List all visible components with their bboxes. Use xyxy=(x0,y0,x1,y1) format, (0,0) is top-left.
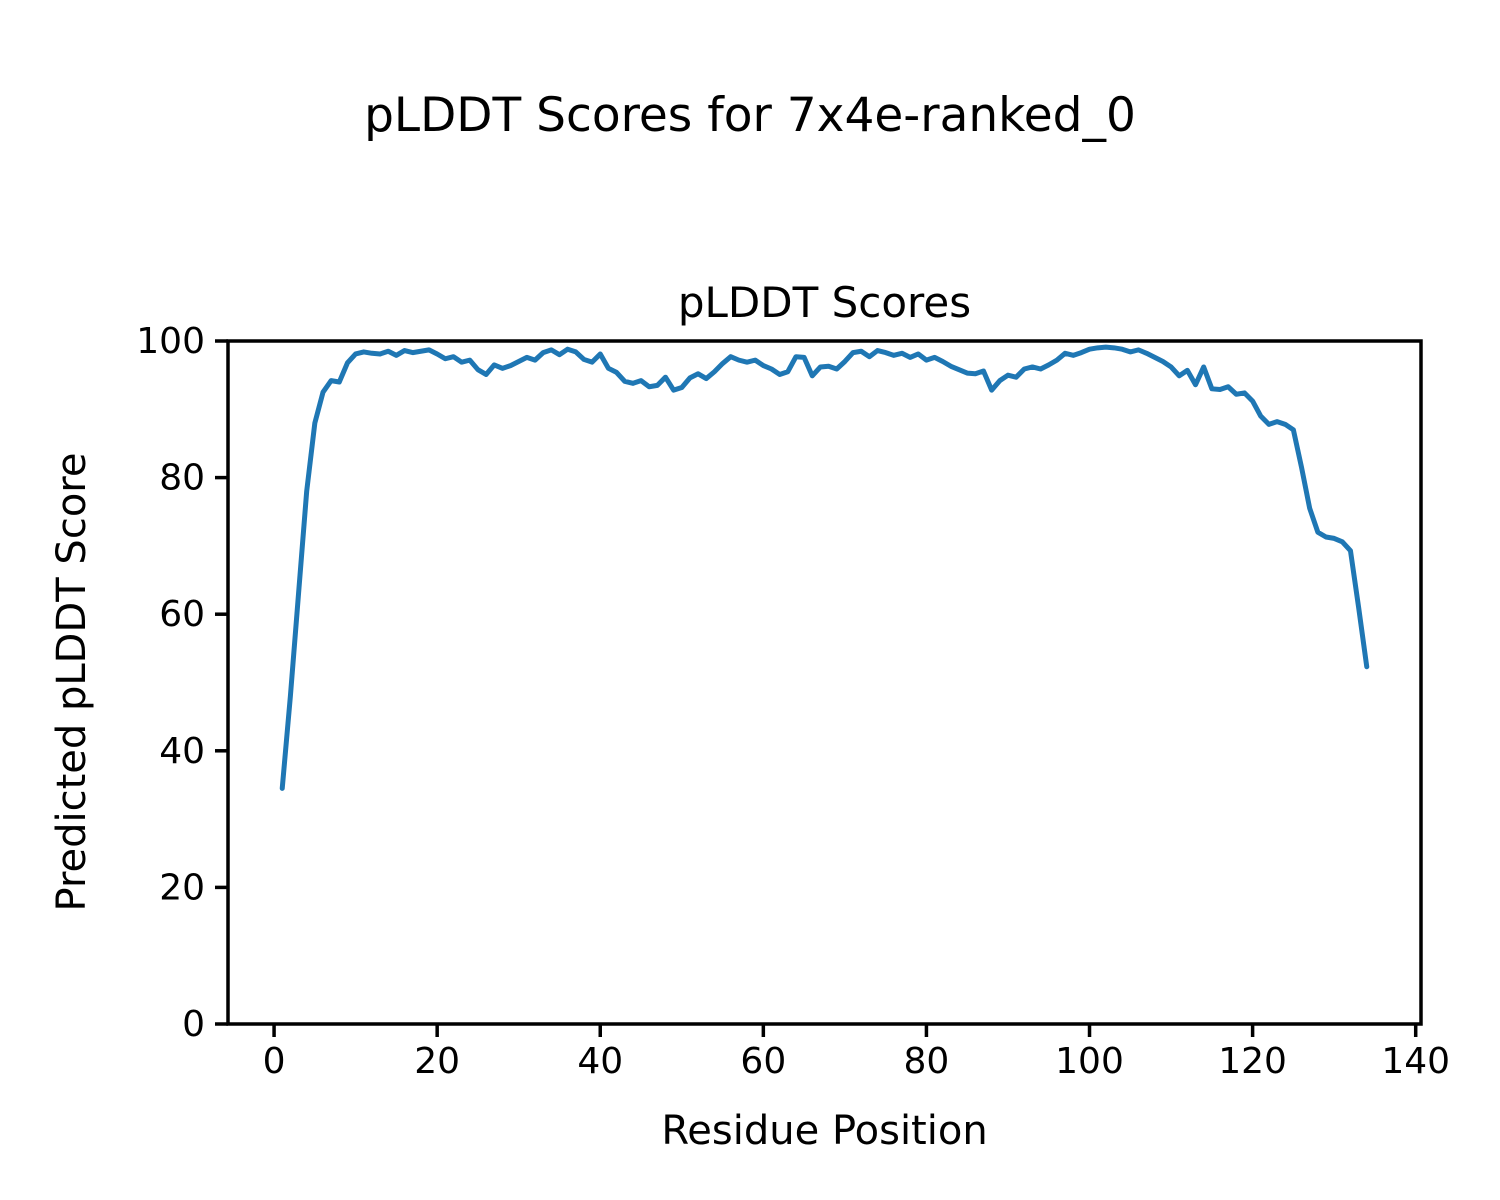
x-axis-label: Residue Position xyxy=(661,1108,988,1154)
x-tick-label: 140 xyxy=(1381,1041,1450,1082)
y-tick-label: 40 xyxy=(159,731,205,772)
x-tick-label: 100 xyxy=(1055,1041,1124,1082)
figure-suptitle: pLDDT Scores for 7x4e-ranked_0 xyxy=(364,88,1136,143)
y-tick-label: 60 xyxy=(159,594,205,635)
plot-border xyxy=(226,339,1423,1026)
plddt-line xyxy=(279,344,1370,791)
x-tick-label: 40 xyxy=(577,1041,623,1082)
x-tick-label: 60 xyxy=(740,1041,786,1082)
y-tick-label: 20 xyxy=(159,867,205,908)
y-tick-label: 80 xyxy=(159,458,205,499)
y-tick-label: 0 xyxy=(182,1004,205,1045)
axes-title: pLDDT Scores xyxy=(677,278,972,327)
x-tick-label: 80 xyxy=(904,1041,950,1082)
x-tick-label: 0 xyxy=(263,1041,286,1082)
y-tick-label: 100 xyxy=(136,321,205,362)
x-tick-label: 20 xyxy=(414,1041,460,1082)
y-axis-label: Predicted pLDDT Score xyxy=(49,452,95,912)
x-tick-label: 120 xyxy=(1218,1041,1287,1082)
